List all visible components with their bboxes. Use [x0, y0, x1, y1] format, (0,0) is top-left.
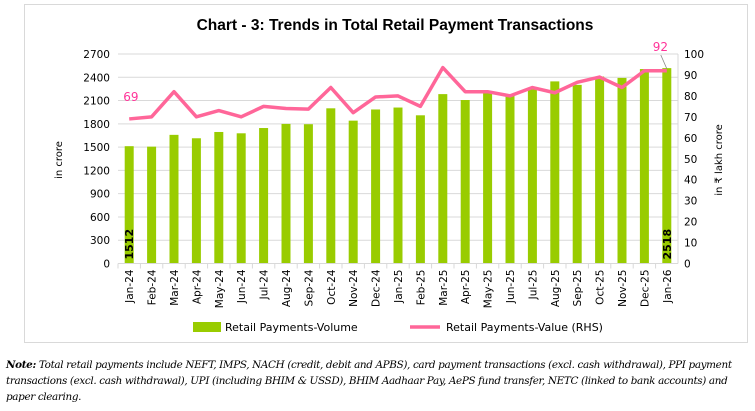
- note-text: Total retail payments include NEFT, IMPS…: [6, 359, 732, 403]
- x-tick-label: Mar-24: [169, 269, 181, 306]
- bar-Mar-24: [169, 134, 179, 264]
- left-tick-label: 300: [90, 235, 110, 247]
- bar-Feb-25: [415, 115, 425, 264]
- right-tick-label: 40: [684, 175, 697, 187]
- right-axis-ticks: 0 10 20 30 40 50 60 70 80 90 100: [684, 49, 704, 271]
- x-tick-label: May-24: [214, 269, 226, 308]
- data-label-line-last: 92: [653, 40, 668, 54]
- bar-Sep-24: [303, 124, 313, 264]
- x-tick-label: Feb-24: [147, 269, 159, 305]
- right-tick-label: 80: [684, 91, 697, 103]
- x-tick-label: Feb-25: [415, 270, 427, 306]
- x-tick-label: Nov-24: [348, 269, 360, 307]
- bar-Dec-24: [371, 109, 381, 264]
- right-tick-label: 0: [684, 259, 691, 271]
- left-tick-label: 600: [90, 212, 110, 224]
- footnote: Note: Total retail payments include NEFT…: [6, 357, 746, 405]
- right-tick-label: 90: [684, 70, 697, 82]
- bar-Dec-25: [639, 69, 649, 264]
- x-tick-label: Aug-25: [550, 270, 562, 308]
- x-tick-label: Oct-24: [326, 269, 338, 305]
- bar-Jul-25: [527, 89, 537, 264]
- note-label: Note:: [6, 359, 36, 371]
- x-tick-label: Aug-24: [281, 269, 293, 307]
- bar-Oct-25: [595, 76, 605, 264]
- left-tick-label: 2700: [83, 49, 110, 61]
- bar-May-25: [483, 92, 493, 264]
- bar-Jun-25: [505, 95, 515, 264]
- x-tick-label: Sep-24: [303, 269, 315, 306]
- right-tick-label: 20: [684, 217, 697, 229]
- x-tick-label: Jan-25: [393, 270, 405, 304]
- chart-frame: [24, 4, 748, 343]
- data-labels: 1512 2518 69 92: [123, 40, 674, 260]
- bar-Feb-24: [147, 146, 157, 264]
- bar-Aug-24: [281, 123, 291, 264]
- x-tick-label: Jan-24: [124, 269, 136, 304]
- legend-swatch-volume: [193, 322, 221, 332]
- right-tick-label: 70: [684, 112, 697, 124]
- legend-label-volume: Retail Payments-Volume: [225, 321, 358, 334]
- x-tick-label: Jul-25: [527, 270, 539, 301]
- right-tick-label: 100: [684, 49, 704, 61]
- left-tick-label: 900: [90, 189, 110, 201]
- left-tick-label: 2100: [83, 96, 110, 108]
- left-tick-label: 2400: [83, 72, 110, 84]
- bar-Jul-24: [259, 128, 269, 264]
- bar-May-24: [214, 131, 224, 264]
- legend: Retail Payments-Volume Retail Payments-V…: [193, 321, 603, 334]
- bar-Nov-25: [617, 77, 627, 264]
- left-tick-label: 1200: [83, 165, 110, 177]
- x-tick-label: Sep-25: [572, 270, 584, 307]
- bar-Aug-25: [550, 81, 560, 264]
- right-tick-label: 60: [684, 133, 697, 145]
- x-tick-label: Jan-26: [662, 269, 674, 304]
- x-tick-label: Dec-25: [639, 270, 651, 307]
- bar-Jan-26: [662, 68, 672, 264]
- legend-label-value: Retail Payments-Value (RHS): [446, 321, 603, 334]
- x-tick-label: Jun-24: [236, 269, 248, 304]
- bar-Jan-24: [124, 146, 134, 264]
- x-tick-label: Oct-25: [595, 270, 607, 305]
- x-tick-label: Jun-25: [505, 270, 517, 305]
- bar-Mar-25: [438, 94, 448, 264]
- combo-chart: Chart - 3: Trends in Total Retail Paymen…: [54, 17, 725, 334]
- x-tick-label: Jul-24: [259, 269, 271, 300]
- bar-Oct-24: [326, 108, 336, 264]
- right-tick-label: 10: [684, 238, 697, 250]
- x-tick-label: Mar-25: [438, 270, 450, 306]
- data-label-line-first: 69: [123, 90, 138, 104]
- x-tick-label: Dec-24: [371, 269, 383, 307]
- data-label-bar-last: 2518: [661, 229, 674, 260]
- bar-Nov-24: [348, 120, 358, 264]
- right-axis-label: in ₹ lakh crore: [714, 124, 725, 196]
- bar-Apr-25: [460, 100, 470, 264]
- x-tick-label: Nov-25: [617, 270, 629, 307]
- x-tick-label: May-25: [483, 270, 495, 309]
- data-label-bar-first: 1512: [123, 229, 136, 260]
- left-axis-label: in crore: [54, 141, 65, 179]
- x-axis-labels: Jan-24 Feb-24 Mar-24 Apr-24 May-24 Jun-24 Jul-…: [117, 263, 678, 309]
- value-line: [129, 65, 667, 121]
- x-tick-label: Apr-25: [460, 270, 472, 305]
- left-tick-label: 1800: [83, 119, 110, 131]
- label-leader-line: [660, 54, 668, 69]
- left-tick-label: 1500: [83, 142, 110, 154]
- left-tick-label: 0: [103, 259, 110, 271]
- volume-bars: [124, 68, 672, 264]
- x-tick-label: Apr-24: [191, 269, 203, 304]
- right-tick-label: 50: [684, 154, 697, 166]
- left-axis-ticks: 0 300 600 900 1200 1500 1800 2100 2400 2700: [83, 49, 110, 271]
- right-tick-label: 30: [684, 196, 697, 208]
- bar-Jan-25: [393, 107, 403, 264]
- bar-Sep-25: [572, 84, 582, 264]
- bar-Apr-24: [191, 138, 201, 264]
- chart-title: Chart - 3: Trends in Total Retail Paymen…: [197, 17, 594, 34]
- bar-Jun-24: [236, 133, 246, 264]
